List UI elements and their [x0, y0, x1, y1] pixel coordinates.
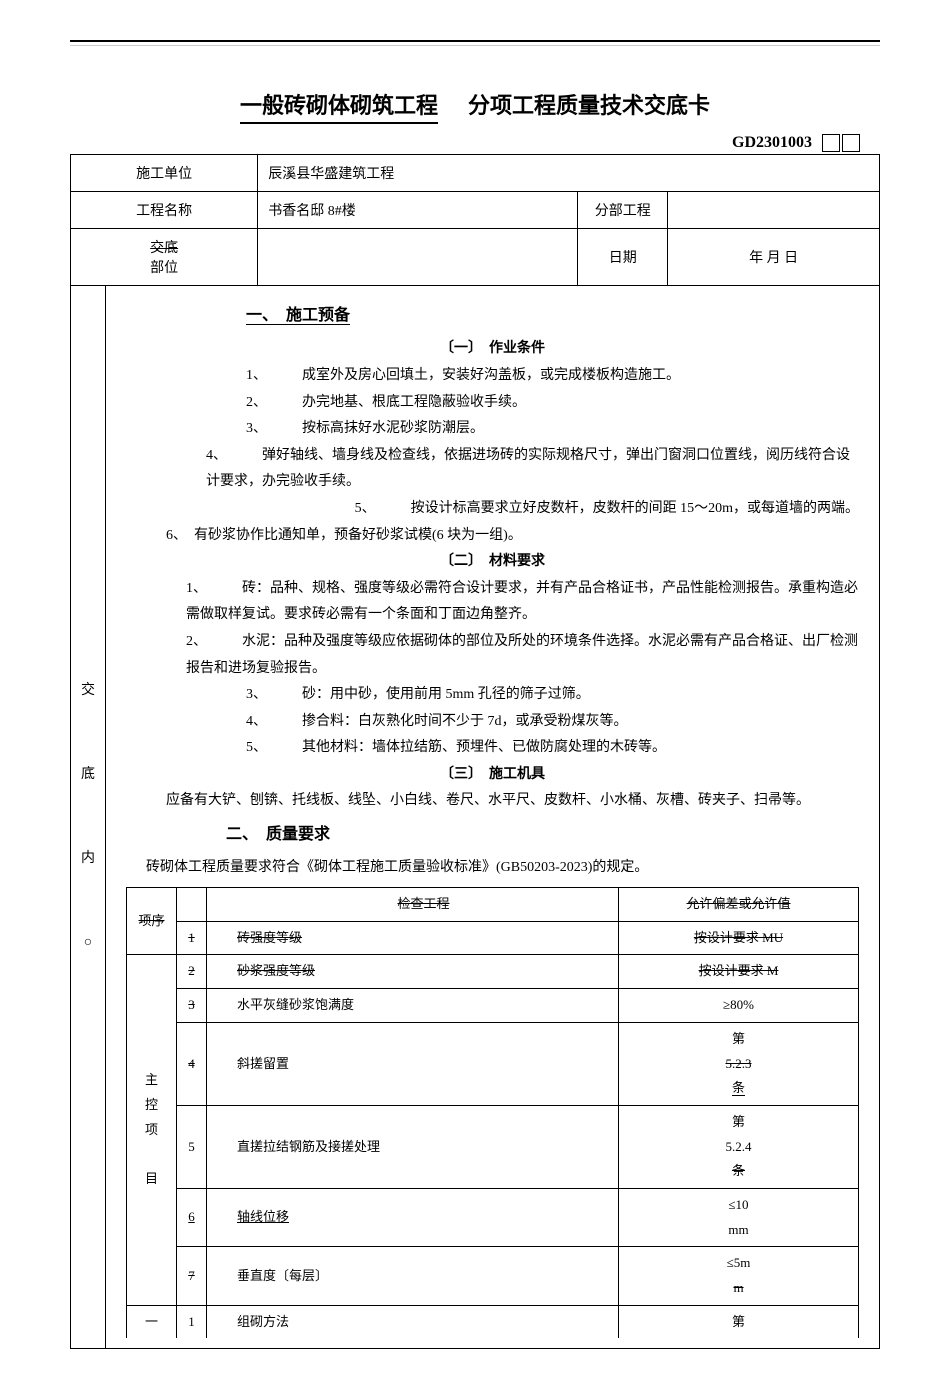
qt-r4-num: 4 [177, 1022, 207, 1105]
qt-r3-num: 3 [177, 989, 207, 1023]
s1-1-item-1: 2、 办完地基、根底工程隐蔽验收手续。 [126, 390, 859, 417]
section-value [668, 192, 880, 229]
s1-1-item-2: 3、 按标高抹好水泥砂浆防潮层。 [126, 416, 859, 443]
qt-r4-val: 第5.2.3条 [619, 1022, 859, 1105]
qt-r2-val: 按设计要求 M [619, 955, 859, 989]
date-value: 年 月 日 [668, 229, 880, 286]
qt-r5-num: 5 [177, 1105, 207, 1188]
qt-g1-item: 组砌方法 [207, 1305, 619, 1338]
part-value [258, 229, 578, 286]
s1-2-item-3: 4、 掺合料：白灰熟化时间不少于 7d，或承受粉煤灰等。 [126, 709, 859, 736]
qt-r7-item: 垂直度〔每层〕 [207, 1247, 619, 1305]
qt-general-label: 一 [127, 1305, 177, 1338]
content-section: 一、 施工预备 〔一〕 作业条件 1、 成室外及房心回填土，安装好沟盖板，或完成… [106, 286, 879, 1348]
qt-r7-num: 7 [177, 1247, 207, 1305]
quality-requirements-table: 项序 检查工程 允许偏差或允许值 1 砖强度等级 按设计要求 MU 主控项目 2… [126, 887, 859, 1338]
checkbox-1[interactable] [822, 134, 840, 152]
s1-1-item-4: 5、 按设计标高要求立好皮数杆，皮数杆的间距 15～20m，或每道墙的两端。 [126, 496, 859, 523]
qt-r1-num: 1 [177, 921, 207, 955]
construction-unit-label: 施工单位 [71, 155, 258, 192]
section1-title: 一、 施工预备 [126, 301, 859, 331]
qt-row1-num [177, 888, 207, 922]
checkbox-2[interactable] [842, 134, 860, 152]
s2-text: 砖砌体工程质量要求符合《砌体工程施工质量验收标准》(GB50203-2023)的… [126, 855, 859, 882]
checkbox-pair [822, 134, 860, 152]
qt-header-item: 检查工程 [207, 888, 619, 922]
s1-2-item-2: 3、 砂：用中砂，使用前用 5mm 孔径的筛子过筛。 [126, 682, 859, 709]
qt-r5-val: 第5.2.4条 [619, 1105, 859, 1188]
qt-header-value: 允许偏差或允许值 [619, 888, 859, 922]
qt-r2-num: 2 [177, 955, 207, 989]
s1-2-item-0: 1、 砖：品种、规格、强度等级必需符合设计要求，并有产品合格证书，产品性能检测报… [126, 576, 859, 629]
qt-r1-item: 砖强度等级 [207, 921, 619, 955]
title-right: 分项工程质量技术交底卡 [468, 88, 710, 120]
qt-r2-item: 砂浆强度等级 [207, 955, 619, 989]
qt-r7-val: ≤5mm [619, 1247, 859, 1305]
qt-r3-val: ≥80% [619, 989, 859, 1023]
qt-main-control-label: 主控项目 [127, 955, 177, 1305]
document-title: 一般砖砌体砌筑工程 分项工程质量技术交底卡 [70, 88, 880, 124]
section2-title: 二、 质量要求 [126, 820, 859, 850]
date-label: 日期 [578, 229, 668, 286]
qt-r6-num: 6 [177, 1188, 207, 1246]
section1-1-title: 〔一〕 作业条件 [126, 336, 859, 363]
qt-r6-item: 轴线位移 [207, 1188, 619, 1246]
s1-3-text: 应备有大铲、刨锛、托线板、线坠、小白线、卷尺、水平尺、皮数杆、小水桶、灰槽、砖夹… [126, 788, 859, 815]
section-label: 分部工程 [578, 192, 668, 229]
vertical-label: 交底内○ [71, 286, 106, 1349]
qt-g1-num: 1 [177, 1305, 207, 1338]
s1-1-item-3: 4、 弹好轴线、墙身线及检查线，依据进场砖的实际规格尺寸，弹出门窗洞口位置线，阅… [126, 443, 859, 496]
project-name-label: 工程名称 [71, 192, 258, 229]
s1-1-item-5: 6、 有砂浆协作比通知单，预备好砂浆试模(6 块为一组)。 [126, 523, 859, 550]
qt-r1-val: 按设计要求 MU [619, 921, 859, 955]
qt-g1-val: 第 [619, 1305, 859, 1338]
construction-unit-value: 辰溪县华盛建筑工程 [258, 155, 880, 192]
qt-r6-val: ≤10mm [619, 1188, 859, 1246]
qt-header-seq: 项序 [127, 888, 177, 955]
section1-2-title: 〔二〕 材料要求 [126, 549, 859, 576]
title-left: 一般砖砌体砌筑工程 [240, 88, 438, 124]
s1-2-item-4: 5、 其他材料：墙体拉结筋、预埋件、已做防腐处理的木砖等。 [126, 735, 859, 762]
qt-r5-item: 直搓拉结钢筋及接搓处理 [207, 1105, 619, 1188]
project-name-value: 书香名邸 8#楼 [258, 192, 578, 229]
qt-r3-item: 水平灰缝砂浆饱满度 [207, 989, 619, 1023]
s1-1-item-0: 1、 成室外及房心回填土，安装好沟盖板，或完成楼板构造施工。 [126, 363, 859, 390]
section1-3-title: 〔三〕 施工机具 [126, 762, 859, 789]
doc-number: GD2301003 [732, 134, 812, 152]
main-form-table: 施工单位 辰溪县华盛建筑工程 工程名称 书香名邸 8#楼 分部工程 交底部位 日… [70, 154, 880, 1349]
qt-r4-item: 斜搓留置 [207, 1022, 619, 1105]
s1-2-item-1: 2、 水泥：品种及强度等级应依据砌体的部位及所处的环境条件选择。水泥必需有产品合… [126, 629, 859, 682]
part-label: 交底部位 [71, 229, 258, 286]
